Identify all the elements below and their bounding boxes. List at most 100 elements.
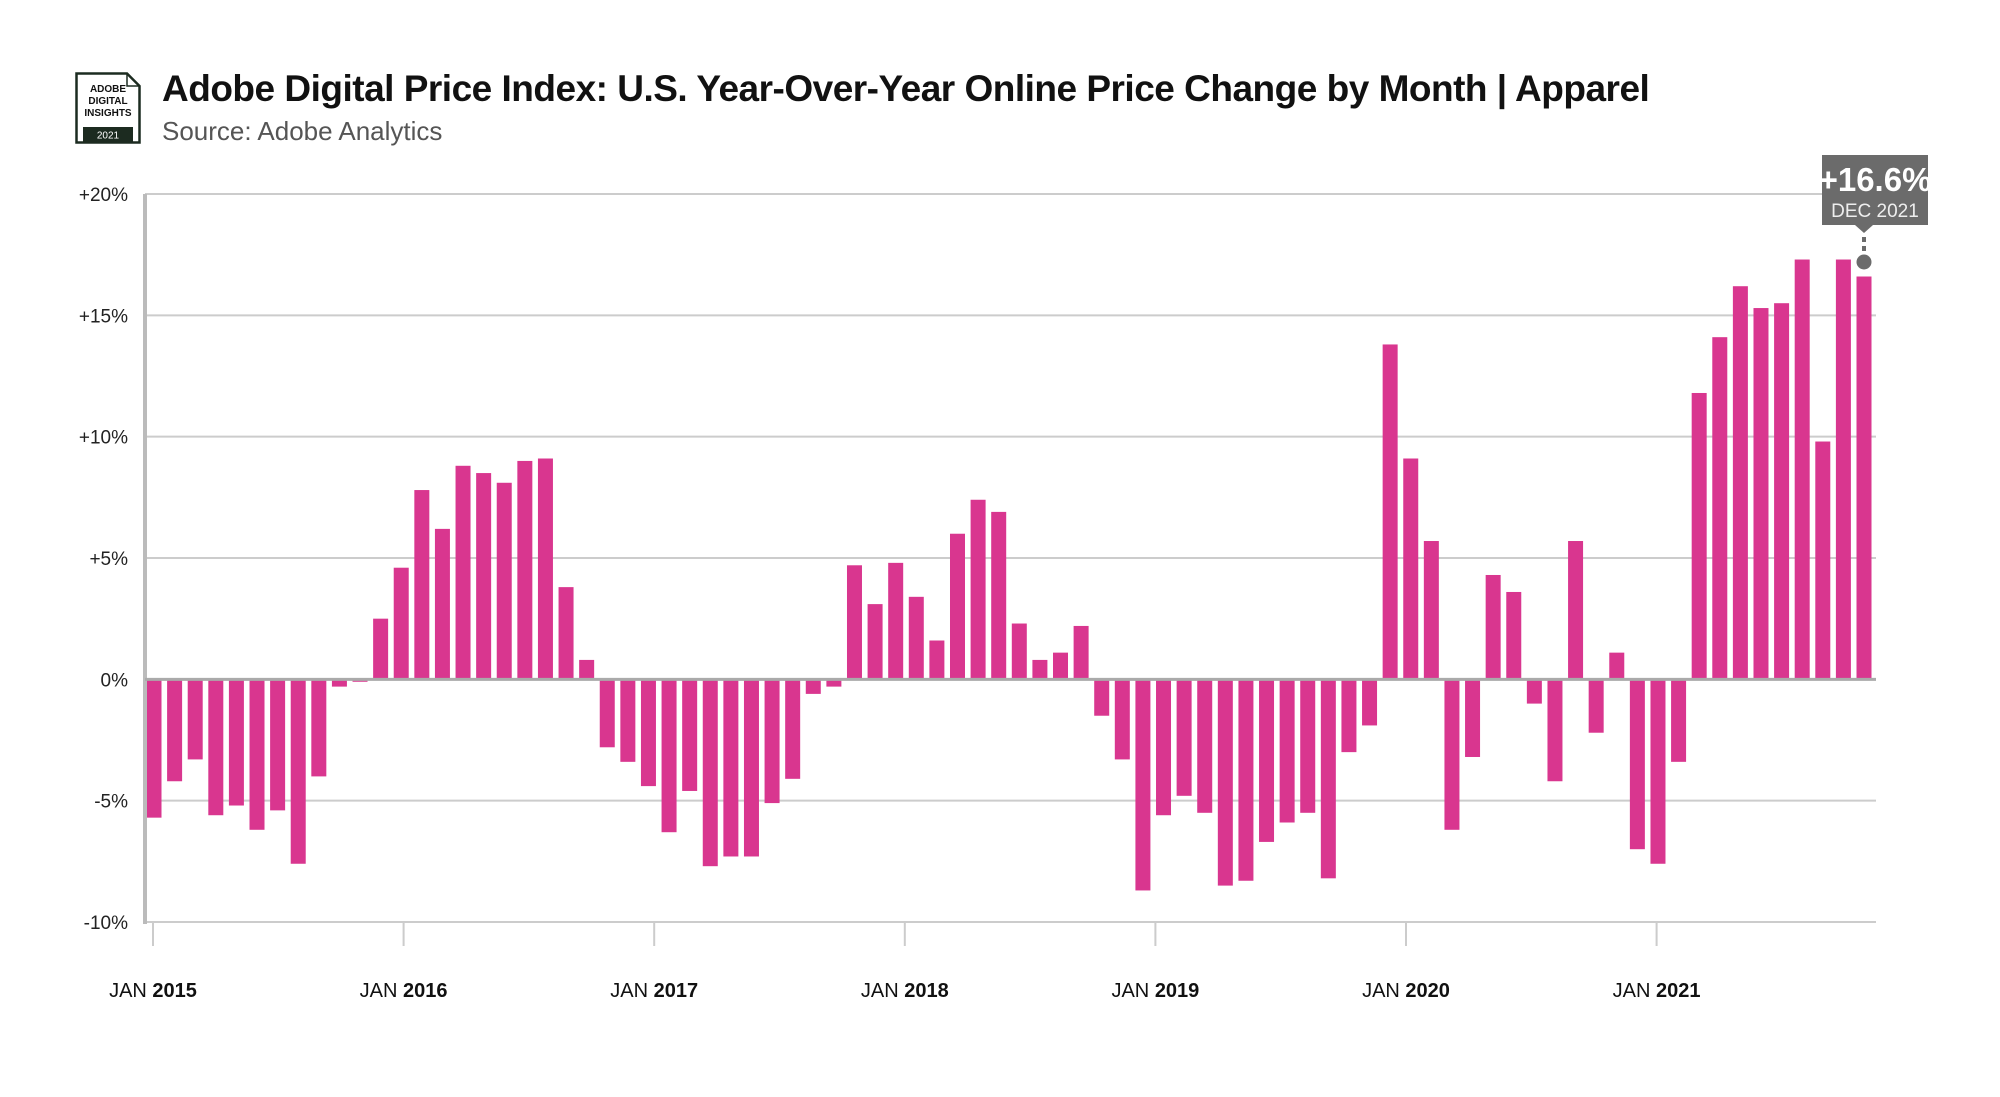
bar [949, 533, 965, 680]
bar [1774, 303, 1790, 680]
bar [1053, 652, 1069, 680]
y-axis-labels: -10% -5% 0% +5% +10% +15% +20% [79, 185, 128, 934]
bar [1362, 679, 1378, 726]
bar [331, 679, 347, 687]
logo-year: 2021 [97, 131, 120, 142]
bar [167, 679, 183, 782]
bar [1506, 591, 1522, 680]
bar [1320, 679, 1336, 879]
bar [496, 482, 512, 680]
bar [187, 679, 203, 760]
bar [785, 679, 801, 779]
bar [579, 659, 595, 680]
axes [143, 194, 1876, 924]
x-tick-label: JAN 2020 [1362, 980, 1450, 1002]
logo-line-3: INSIGHTS [84, 108, 132, 119]
logo-year-band [83, 127, 133, 142]
bar [373, 618, 389, 680]
bar [393, 567, 409, 680]
bar [723, 679, 739, 857]
y-tick-label: 0% [101, 670, 129, 691]
bar [1135, 679, 1151, 891]
bar [455, 465, 471, 680]
bar [1032, 659, 1048, 680]
bar [1382, 344, 1398, 680]
tooltip-pointer [1855, 225, 1873, 233]
x-axis-labels: JAN 2015 JAN 2016 JAN 2017 JAN 2018 JAN 2019… [109, 922, 1701, 1002]
bar [558, 587, 574, 680]
bar [1197, 679, 1213, 813]
bar [908, 596, 924, 680]
y-tick-label: +20% [79, 185, 128, 206]
y-tick-label: -5% [94, 792, 128, 813]
x-tick-label: JAN 2017 [610, 980, 698, 1002]
bar [1176, 679, 1192, 796]
y-tick-label: -10% [84, 913, 128, 934]
bar [249, 679, 265, 830]
x-tick-label: JAN 2021 [1613, 980, 1701, 1002]
bar [1691, 392, 1707, 680]
bar [270, 679, 286, 811]
bar [1011, 623, 1027, 680]
bar [1444, 679, 1460, 830]
bar [764, 679, 780, 804]
bar [826, 679, 842, 687]
bar [702, 679, 718, 867]
bar [1712, 337, 1728, 680]
bar [1403, 458, 1419, 680]
adobe-digital-insights-logo: ADOBE DIGITAL INSIGHTS 2021 [75, 72, 141, 144]
bar [1114, 679, 1130, 760]
bar [1629, 679, 1645, 850]
x-tick-label: JAN 2016 [360, 980, 448, 1002]
bars [146, 259, 1872, 891]
bar [1238, 679, 1254, 881]
bar [1485, 574, 1501, 680]
bar [661, 679, 677, 833]
bar [1671, 679, 1687, 762]
y-tick-label: +5% [89, 549, 128, 570]
bar [1856, 276, 1872, 680]
bar [476, 473, 492, 680]
bar [1073, 625, 1089, 680]
bar [1753, 308, 1769, 680]
bar [228, 679, 244, 806]
bar [1300, 679, 1316, 813]
bar [1423, 541, 1439, 680]
bar [743, 679, 759, 857]
bar [1835, 259, 1851, 680]
bar [1568, 541, 1584, 680]
tooltip-value: +16.6% [1819, 161, 1932, 198]
bar [970, 499, 986, 680]
bar [1465, 679, 1481, 757]
bar [1217, 679, 1233, 886]
bar [620, 679, 636, 762]
bar [682, 679, 698, 791]
bar [1547, 679, 1563, 782]
bar [290, 679, 306, 864]
chart-subtitle: Source: Adobe Analytics [162, 116, 443, 146]
tooltip-box [1822, 155, 1928, 225]
bar [1650, 679, 1666, 864]
bar [640, 679, 656, 787]
bar [1156, 679, 1172, 816]
bar [1526, 679, 1542, 704]
bar [146, 679, 162, 818]
tooltip-marker-dot [1856, 254, 1872, 270]
bar [929, 640, 945, 680]
bar [208, 679, 224, 816]
bar [1341, 679, 1357, 753]
tooltip-date: DEC 2021 [1831, 201, 1919, 222]
bar [537, 458, 553, 680]
bar [888, 562, 904, 680]
logo-line-2: DIGITAL [88, 96, 127, 107]
bar [867, 604, 883, 680]
bar [1259, 679, 1275, 842]
annotation-tooltip: +16.6% DEC 2021 [1819, 155, 1932, 270]
x-tick-label: JAN 2018 [861, 980, 949, 1002]
bar [434, 528, 450, 680]
bar [1094, 679, 1110, 716]
bar [1815, 441, 1831, 680]
bar [414, 490, 430, 680]
y-tick-label: +10% [79, 428, 128, 449]
